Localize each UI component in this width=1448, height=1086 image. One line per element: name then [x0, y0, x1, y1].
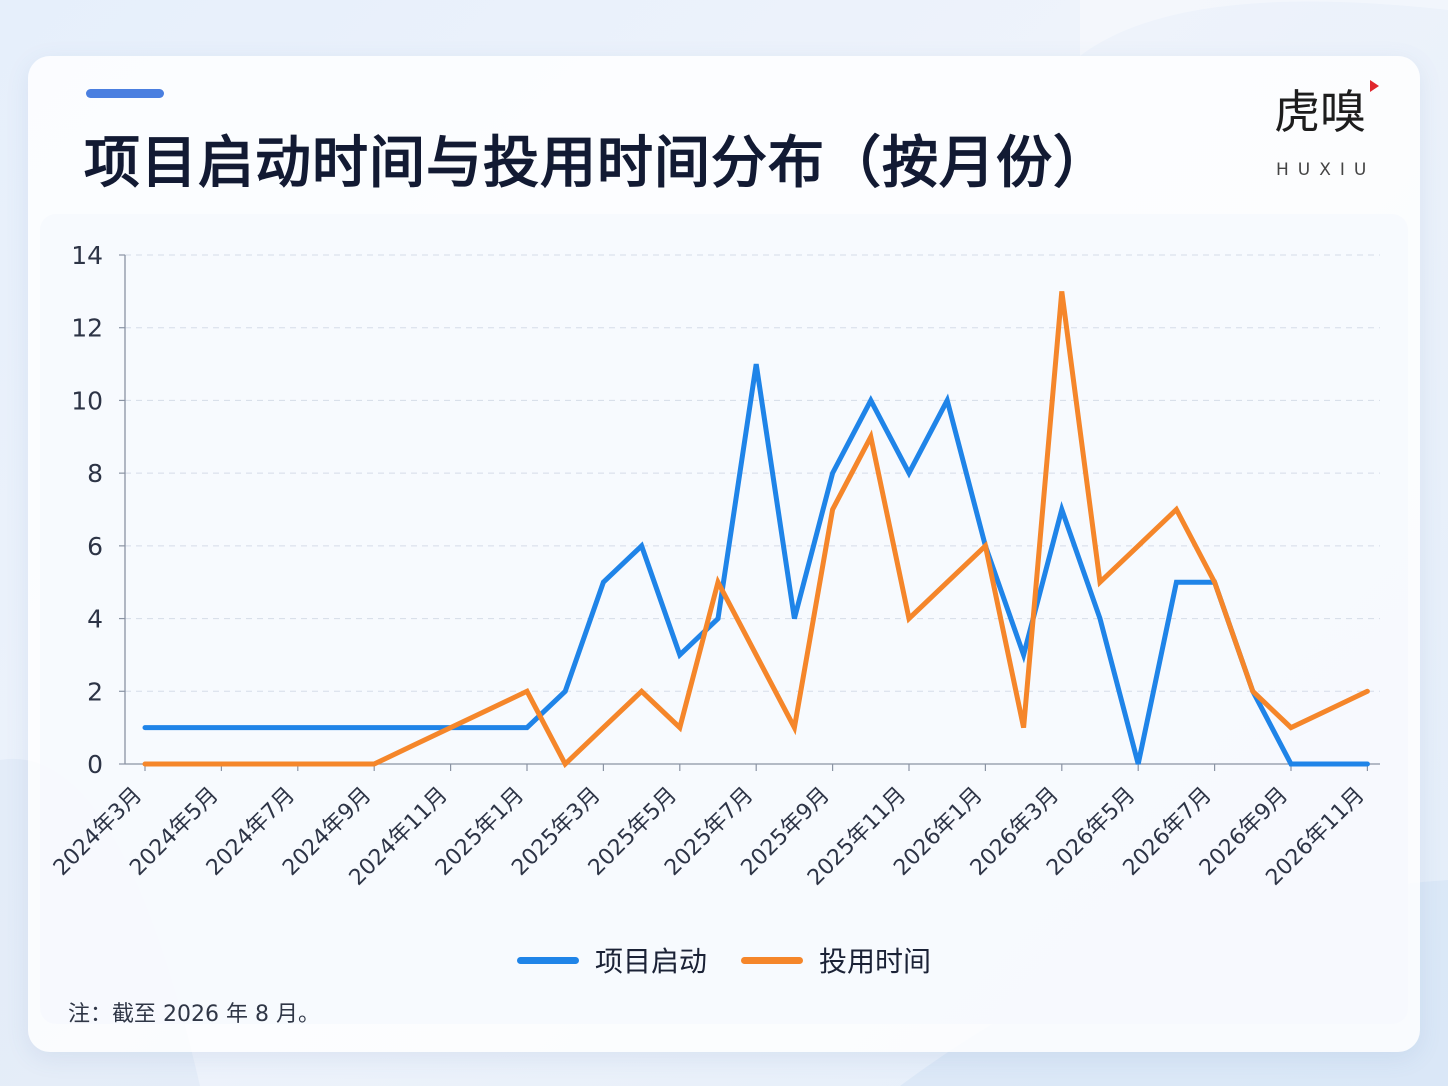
series-line-1: [142, 291, 1370, 769]
legend-label-series-0: 项目启动: [594, 945, 707, 978]
series-line-0: [142, 363, 1370, 767]
y-tick-label: 0: [87, 750, 103, 779]
logo-en-text: HUXIU: [1276, 160, 1376, 180]
y-tick-label: 12: [71, 314, 103, 343]
y-tick-label: 4: [87, 605, 103, 634]
logo-cn-text: 虎嗅: [1274, 85, 1366, 139]
legend-swatch-series-1: [741, 956, 803, 964]
y-tick-label: 10: [71, 386, 103, 415]
y-tick-label: 8: [87, 459, 103, 488]
page-title: 项目启动时间与投用时间分布（按月份）: [84, 131, 1110, 196]
footnote: 注：截至 2026 年 8 月。: [68, 1002, 320, 1027]
legend-swatch-series-0: [516, 956, 579, 964]
legend-item-series-0: 项目启动: [516, 940, 707, 980]
logo-red-mark: [1370, 80, 1379, 92]
y-tick-label: 14: [71, 241, 103, 270]
y-tick-label: 2: [87, 677, 103, 706]
title-accent-bar: [86, 89, 164, 98]
chart-legend: 项目启动 投用时间: [0, 940, 1448, 980]
y-tick-label: 6: [87, 532, 103, 561]
legend-label-series-1: 投用时间: [819, 945, 932, 978]
huxiu-logo: 虎嗅 HUXIU: [1268, 76, 1388, 186]
legend-item-series-1: 投用时间: [741, 940, 931, 980]
